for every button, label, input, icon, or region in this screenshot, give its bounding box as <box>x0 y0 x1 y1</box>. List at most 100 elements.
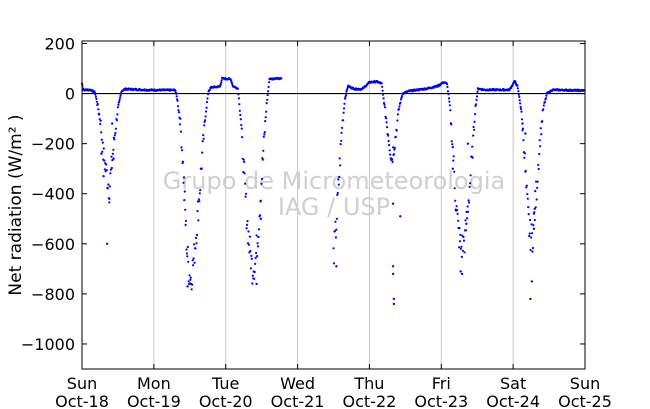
x-tick-label-day: Sun <box>67 374 97 393</box>
data-point <box>512 82 515 85</box>
data-point <box>247 230 250 233</box>
data-point <box>467 210 470 213</box>
data-point <box>261 158 264 161</box>
data-point <box>334 236 337 239</box>
data-point <box>101 141 104 144</box>
data-point <box>103 168 106 171</box>
data-point <box>461 249 464 252</box>
data-point <box>343 97 347 100</box>
x-tick-label-day: Tue <box>211 374 239 393</box>
data-point <box>337 178 340 181</box>
data-point <box>524 132 527 135</box>
data-point <box>239 118 242 121</box>
data-point <box>264 116 267 119</box>
data-point <box>240 123 243 127</box>
data-point <box>220 79 223 82</box>
data-point <box>257 245 260 248</box>
data-point <box>263 131 266 134</box>
data-point <box>518 99 521 102</box>
x-tick-label-day: Mon <box>137 374 171 393</box>
data-point <box>544 97 548 100</box>
data-point <box>262 135 265 138</box>
data-point <box>388 149 391 152</box>
data-point <box>391 265 395 268</box>
data-point <box>339 143 342 146</box>
data-point <box>202 134 205 137</box>
data-point <box>249 267 252 270</box>
data-point <box>462 235 465 239</box>
data-point <box>266 94 269 97</box>
data-point <box>344 95 347 98</box>
data-point <box>230 82 234 85</box>
x-tick-label-day: Wed <box>280 374 315 393</box>
y-tick-label: −600 <box>31 235 75 254</box>
data-point <box>205 100 209 104</box>
data-point <box>256 242 259 245</box>
data-point <box>102 175 105 178</box>
data-point <box>541 120 544 123</box>
data-point <box>524 169 527 172</box>
data-point <box>460 255 463 258</box>
data-point <box>181 149 184 152</box>
data-point <box>463 251 466 254</box>
data-point <box>391 202 395 205</box>
data-point <box>106 187 109 190</box>
data-point <box>253 277 256 280</box>
data-point <box>179 117 182 120</box>
data-point <box>465 210 468 213</box>
data-point <box>175 92 178 95</box>
data-point <box>527 213 530 216</box>
data-point <box>201 151 204 154</box>
data-point <box>453 187 456 190</box>
data-point <box>100 152 103 155</box>
data-point <box>176 105 180 108</box>
data-point <box>240 127 243 130</box>
data-point <box>242 170 245 174</box>
data-point <box>393 148 396 151</box>
data-point <box>537 167 540 171</box>
data-point <box>219 82 222 86</box>
data-point <box>398 105 401 108</box>
data-point <box>445 83 449 86</box>
data-point <box>465 222 468 225</box>
data-point <box>100 131 103 134</box>
data-point <box>518 95 521 98</box>
data-point <box>107 183 110 186</box>
data-point <box>335 217 338 220</box>
data-point <box>388 143 391 147</box>
data-point <box>204 115 207 118</box>
data-point <box>95 100 98 103</box>
data-point <box>247 243 250 246</box>
data-point <box>335 228 338 231</box>
data-point <box>183 199 186 202</box>
data-point <box>204 119 207 122</box>
x-tick-label-day: Thu <box>353 374 384 393</box>
data-point <box>118 98 121 101</box>
data-point <box>531 246 535 250</box>
data-point <box>530 280 533 283</box>
data-point <box>519 102 522 105</box>
data-point <box>180 146 183 149</box>
data-point <box>238 103 241 106</box>
data-point <box>246 220 249 223</box>
data-point <box>267 90 270 93</box>
data-point <box>186 285 189 288</box>
data-point <box>523 156 526 159</box>
data-point <box>400 96 403 99</box>
data-point <box>189 278 192 281</box>
data-point <box>237 97 240 100</box>
data-point <box>108 197 111 200</box>
data-point <box>268 81 271 84</box>
data-point <box>267 85 270 89</box>
data-point <box>194 236 198 239</box>
data-point <box>186 255 189 258</box>
data-point <box>392 302 396 306</box>
data-point <box>103 159 106 162</box>
data-point <box>205 110 208 113</box>
data-point <box>241 136 244 139</box>
data-point <box>112 136 115 139</box>
data-point <box>115 119 118 122</box>
data-point <box>516 87 520 90</box>
data-point <box>194 247 197 250</box>
data-point <box>176 99 179 102</box>
